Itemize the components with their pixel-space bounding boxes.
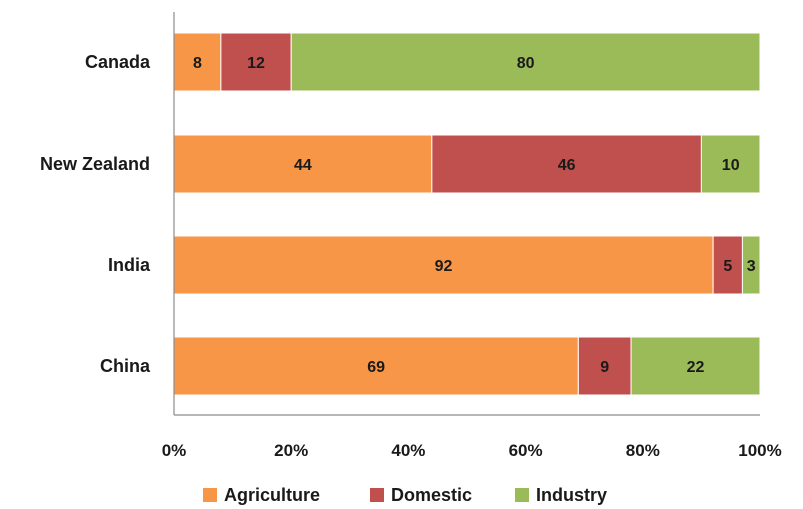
data-label-india-domestic: 5 <box>723 258 732 275</box>
bar-new-zealand-agriculture <box>173 134 433 194</box>
bar-canada-domestic <box>220 32 292 92</box>
legend-swatch-industry <box>515 488 529 502</box>
category-label-canada: Canada <box>85 52 151 72</box>
legend-swatch-domestic <box>370 488 384 502</box>
category-label-china: China <box>100 356 151 376</box>
x-tick-label-2: 40% <box>391 441 425 460</box>
legend-swatch-agriculture <box>203 488 217 502</box>
x-tick-label-1: 20% <box>274 441 308 460</box>
data-label-china-agriculture: 69 <box>367 359 385 376</box>
x-tick-label-3: 60% <box>509 441 543 460</box>
legend-label-industry: Industry <box>536 485 607 505</box>
data-label-china-industry: 22 <box>687 359 705 376</box>
data-label-india-industry: 3 <box>747 258 756 275</box>
data-label-new-zealand-agriculture: 44 <box>294 157 312 174</box>
bar-india-industry <box>741 235 761 295</box>
bars-group: 8 12 80 44 46 10 92 5 3 69 9 22 <box>173 32 761 396</box>
bar-canada-industry <box>290 32 761 92</box>
bar-new-zealand-domestic <box>431 134 702 194</box>
data-label-canada-agriculture: 8 <box>193 55 202 72</box>
legend-label-domestic: Domestic <box>391 485 472 505</box>
data-label-india-agriculture: 92 <box>435 258 453 275</box>
bar-china-domestic <box>577 336 632 396</box>
x-tick-label-4: 80% <box>626 441 660 460</box>
category-label-new-zealand: New Zealand <box>40 154 150 174</box>
data-label-new-zealand-industry: 10 <box>722 157 740 174</box>
bar-new-zealand-industry <box>700 134 761 194</box>
x-tick-label-5: 100% <box>738 441 781 460</box>
axes-group <box>173 12 760 416</box>
x-tick-label-0: 0% <box>162 441 187 460</box>
bar-china-industry <box>630 336 761 396</box>
tick-labels: 0% 20% 40% 60% 80% 100% <box>162 441 782 460</box>
category-labels: Canada New Zealand India China <box>40 52 151 376</box>
legend: Agriculture Domestic Industry <box>203 485 607 505</box>
data-label-canada-industry: 80 <box>517 55 535 72</box>
data-label-china-domestic: 9 <box>600 359 609 376</box>
bar-india-domestic <box>712 235 743 295</box>
category-label-india: India <box>108 255 151 275</box>
legend-label-agriculture: Agriculture <box>224 485 320 505</box>
bar-india-agriculture <box>173 235 714 295</box>
bar-canada-agriculture <box>173 32 222 92</box>
data-label-canada-domestic: 12 <box>247 55 265 72</box>
data-label-new-zealand-domestic: 46 <box>558 157 576 174</box>
